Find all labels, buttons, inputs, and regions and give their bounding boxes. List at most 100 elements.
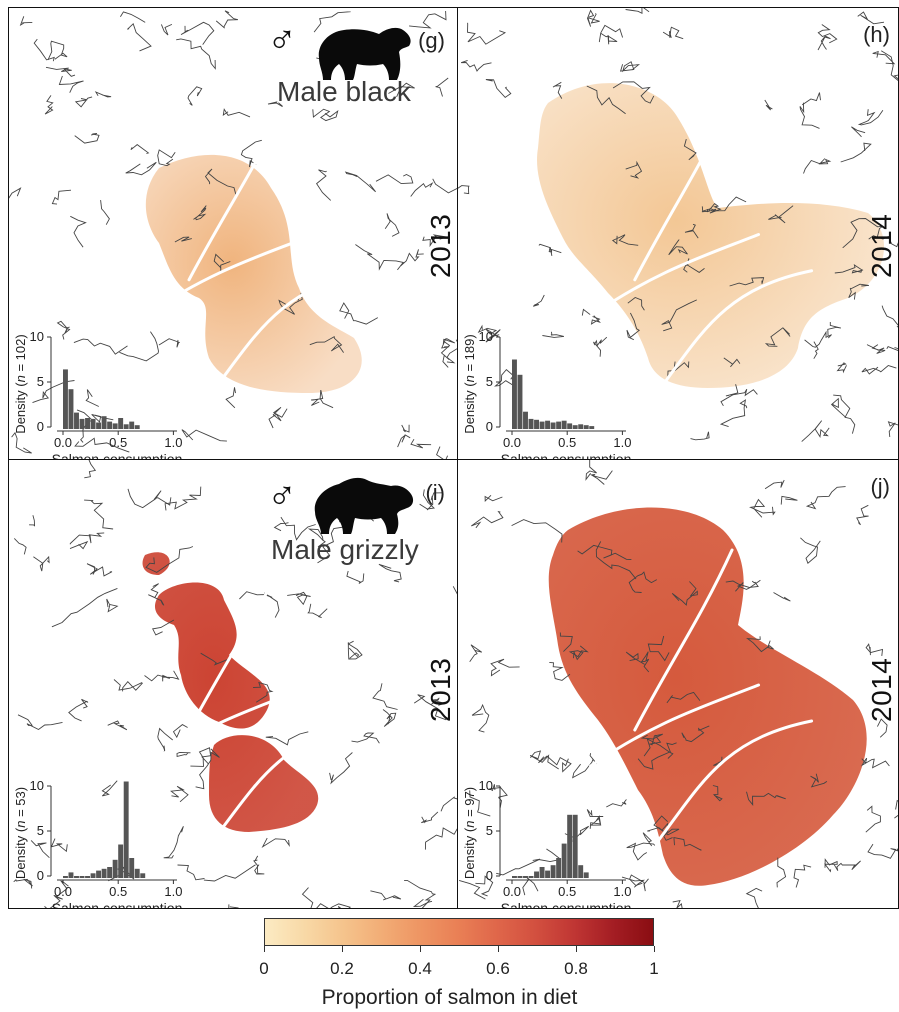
histogram-bar (123, 781, 129, 878)
panel-letter: (h) (863, 22, 890, 47)
histogram-bar (550, 865, 556, 878)
panel-i: (i) 2013 ♂ Male grizzly 0 5 10 0.0 0.5 1.0 Salmon … (8, 459, 458, 909)
colorbar-gradient (264, 918, 654, 946)
histogram-bar (589, 426, 595, 429)
histogram-bar (79, 418, 85, 429)
inset-y-label: Density (n = 53) (13, 787, 28, 879)
panel-h: (h) 2014 0 5 10 0.0 0.5 1.0 Salmon consumption De… (457, 7, 899, 460)
colorbar-tick-label: 0.4 (408, 959, 432, 978)
histogram-bar (107, 421, 113, 429)
bear-group-label: Male black (277, 76, 411, 107)
inset-x-tick-label: 1.0 (613, 884, 631, 899)
inset-y-label: Density (n = 102) (13, 334, 28, 433)
inset-x-label: Salmon consumption (52, 451, 183, 459)
histogram-bar (74, 876, 79, 878)
histogram-bar (68, 389, 74, 429)
histogram-bar (561, 843, 567, 878)
fjord-channels (589, 548, 814, 844)
histogram-bar (550, 422, 556, 429)
inset-x-tick-label: 0.5 (558, 884, 576, 899)
map-svg (458, 460, 898, 908)
histogram-bar (528, 418, 534, 429)
panel-j: (j) 2014 0 5 10 0.0 0.5 1.0 Salmon consumption De… (457, 459, 899, 909)
histogram-bar (583, 872, 589, 878)
inset-y-tick-label: 5 (37, 823, 44, 838)
inset-x-label: Salmon consumption (501, 900, 632, 908)
histogram-bar (517, 374, 523, 429)
histogram-bar (134, 868, 140, 878)
coastline-network (13, 460, 457, 908)
panel-letter: (j) (870, 474, 890, 499)
histogram-bar (567, 814, 573, 878)
histogram-bar (545, 870, 551, 878)
salmon-density-region (537, 83, 885, 388)
panel-g: (g) 2013 ♂ Male black 0 5 10 0.0 0.5 1.0 Salmon co… (8, 7, 458, 460)
histogram-bar (74, 412, 79, 429)
histogram-bar (534, 419, 539, 429)
fjord-channels (142, 548, 371, 844)
histogram-bar (85, 876, 90, 878)
male-symbol: ♂ (267, 474, 297, 518)
histogram-bar (561, 420, 567, 429)
colorbar-tick (342, 946, 343, 952)
colorbar-tick-label: 0 (259, 959, 269, 978)
histogram-bar (118, 418, 124, 429)
histogram-bar (539, 421, 545, 429)
colorbar-tick (420, 946, 421, 952)
inset-x-tick-label: 0.5 (558, 435, 576, 450)
year-label: 2014 (866, 213, 897, 278)
histogram-bar (523, 876, 528, 878)
histogram-bar (63, 876, 68, 878)
colorbar-tick (654, 946, 655, 952)
inset-y-tick-label: 5 (486, 374, 493, 389)
inset-x-tick-label: 1.0 (613, 435, 631, 450)
histogram-bar (134, 425, 140, 429)
histogram-bar (545, 420, 551, 429)
inset-y-tick-label: 0 (37, 868, 44, 883)
histogram-bar (512, 876, 517, 878)
inset-x-tick-label: 0.0 (503, 435, 521, 450)
inset-y-tick-label: 10 (479, 778, 493, 793)
histogram-bar (583, 425, 589, 429)
inset-y-tick-label: 0 (37, 419, 44, 434)
histogram-bar (118, 844, 124, 878)
inset-x-label: Salmon consumption (501, 451, 632, 459)
histogram-bar (107, 867, 113, 878)
inset-x-tick-label: 0.5 (109, 435, 127, 450)
year-label: 2013 (425, 657, 456, 722)
inset-y-tick-label: 5 (486, 823, 493, 838)
inset-y-tick-label: 5 (37, 374, 44, 389)
inset-x-tick-label: 1.0 (164, 884, 182, 899)
colorbar-title: Proportion of salmon in diet (321, 986, 578, 1009)
year-label: 2013 (425, 213, 456, 278)
black-bear-icon (318, 27, 411, 80)
histogram-bar (63, 369, 68, 429)
inset-x-tick-label: 0.5 (109, 884, 127, 899)
inset-x-tick-label: 1.0 (164, 435, 182, 450)
inset-y-tick-label: 10 (30, 778, 44, 793)
bear-group-label: Male grizzly (271, 534, 419, 565)
colorbar-tick-label: 0.2 (330, 959, 354, 978)
histogram-bar (578, 865, 584, 878)
inset-y-label: Density (n = 189) (462, 334, 477, 433)
histogram-bar (96, 422, 102, 429)
colorbar-tick-label: 0.8 (564, 959, 588, 978)
panel-letter: (i) (425, 480, 445, 505)
histogram-bar (101, 416, 107, 429)
inset-y-label: Density (n = 97) (462, 787, 477, 879)
histogram-bar (129, 858, 135, 878)
coastline-network (458, 8, 898, 442)
inset-x-tick-label: 0.0 (503, 884, 521, 899)
salmon-density-region (548, 507, 867, 886)
fjord-channels (142, 97, 371, 395)
histogram-bar (512, 359, 517, 429)
colorbar-tick (264, 946, 265, 952)
inset-y-tick-label: 10 (30, 329, 44, 344)
histogram-bar (578, 424, 584, 429)
histogram-bar (101, 868, 107, 878)
histogram-bar (523, 411, 528, 429)
inset-y-tick-label: 10 (479, 329, 493, 344)
histogram-bar (90, 873, 96, 878)
histogram-bar (140, 873, 146, 878)
